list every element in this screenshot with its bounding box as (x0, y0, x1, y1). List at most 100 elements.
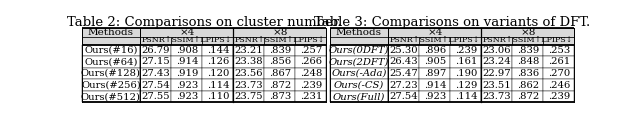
Text: .110: .110 (207, 92, 229, 101)
Text: 23.51: 23.51 (483, 81, 511, 90)
Bar (330, 68, 388, 79)
Bar (388, 45, 419, 56)
Bar (419, 68, 451, 79)
Text: 23.73: 23.73 (483, 92, 511, 101)
Text: .836: .836 (517, 69, 539, 78)
Bar (543, 68, 575, 79)
Bar (234, 56, 264, 68)
Bar (264, 79, 296, 91)
Text: 23.38: 23.38 (235, 57, 263, 66)
Text: .873: .873 (269, 92, 291, 101)
Text: .261: .261 (548, 57, 570, 66)
Bar (451, 79, 481, 91)
Bar (296, 45, 326, 56)
Bar (296, 68, 326, 79)
Bar (419, 91, 451, 102)
Bar (481, 37, 513, 45)
Text: .114: .114 (454, 92, 477, 101)
Bar (543, 56, 575, 68)
Text: .862: .862 (517, 81, 539, 90)
Text: 25.30: 25.30 (390, 46, 418, 55)
Text: Ours(#256): Ours(#256) (81, 81, 141, 90)
Bar (234, 68, 264, 79)
Bar (481, 79, 513, 91)
Text: 27.54: 27.54 (390, 92, 418, 101)
Text: PSNR↑SSIM↑LPIPS↓: PSNR↑SSIM↑LPIPS↓ (141, 37, 232, 45)
Bar (81, 91, 140, 102)
Bar (451, 56, 481, 68)
Bar (388, 37, 419, 45)
Bar (419, 56, 451, 68)
Text: Ours(#512): Ours(#512) (81, 92, 141, 101)
Bar (81, 28, 140, 37)
Text: .190: .190 (454, 69, 477, 78)
Text: ×8: ×8 (520, 28, 536, 37)
Text: ×8: ×8 (272, 28, 287, 37)
Bar (172, 56, 202, 68)
Bar (481, 68, 513, 79)
Bar (81, 68, 140, 79)
Text: 23.73: 23.73 (235, 81, 263, 90)
Text: Table 2: Comparisons on cluster number.: Table 2: Comparisons on cluster number. (67, 16, 341, 29)
Bar (513, 37, 543, 45)
Text: 23.56: 23.56 (235, 69, 263, 78)
Bar (264, 91, 296, 102)
Text: .239: .239 (455, 46, 477, 55)
Text: .839: .839 (269, 46, 291, 55)
Text: Ours(#128): Ours(#128) (81, 69, 141, 78)
Bar (172, 91, 202, 102)
Text: ×4: ×4 (179, 28, 195, 37)
Bar (513, 68, 543, 79)
Bar (81, 79, 140, 91)
Bar (330, 28, 388, 37)
Bar (451, 68, 481, 79)
Bar (140, 45, 172, 56)
Bar (388, 28, 481, 37)
Text: 27.23: 27.23 (390, 81, 418, 90)
Bar (264, 37, 296, 45)
Bar (264, 68, 296, 79)
Text: .923: .923 (176, 81, 198, 90)
Text: .257: .257 (300, 46, 322, 55)
Text: .923: .923 (424, 92, 446, 101)
Bar (172, 68, 202, 79)
Text: .914: .914 (175, 57, 198, 66)
Text: Ours(#64): Ours(#64) (84, 57, 138, 66)
Text: PSNR↑SSIM↑LPIPS↓: PSNR↑SSIM↑LPIPS↓ (390, 37, 480, 45)
Text: 27.54: 27.54 (141, 81, 170, 90)
Bar (296, 79, 326, 91)
Bar (419, 79, 451, 91)
Bar (330, 56, 388, 68)
Bar (388, 91, 419, 102)
Text: .839: .839 (516, 46, 539, 55)
Bar (202, 37, 234, 45)
Text: ×4: ×4 (427, 28, 442, 37)
Text: 27.43: 27.43 (141, 69, 170, 78)
Bar (172, 37, 202, 45)
Text: .114: .114 (207, 81, 229, 90)
Text: .856: .856 (269, 57, 291, 66)
Text: Ours(#16): Ours(#16) (84, 46, 138, 55)
Bar (481, 28, 575, 37)
Bar (140, 56, 172, 68)
Bar (202, 91, 234, 102)
Text: PSNR↑SSIM↑LPIPS↓: PSNR↑SSIM↑LPIPS↓ (235, 37, 325, 45)
Bar (543, 91, 575, 102)
Text: 22.97: 22.97 (483, 69, 511, 78)
Bar (140, 79, 172, 91)
Text: .239: .239 (300, 81, 322, 90)
Bar (330, 91, 388, 102)
Bar (264, 45, 296, 56)
Text: .919: .919 (175, 69, 198, 78)
Bar (234, 37, 264, 45)
Bar (234, 45, 264, 56)
Bar (513, 79, 543, 91)
Text: .923: .923 (176, 92, 198, 101)
Text: Ours(2DFT): Ours(2DFT) (329, 57, 389, 66)
Bar (234, 79, 264, 91)
Text: PSNR↑SSIM↑LPIPS↓: PSNR↑SSIM↑LPIPS↓ (483, 37, 573, 45)
Bar (172, 79, 202, 91)
Bar (234, 91, 264, 102)
Text: .905: .905 (424, 57, 446, 66)
Text: Ours(0DFT): Ours(0DFT) (329, 46, 389, 55)
